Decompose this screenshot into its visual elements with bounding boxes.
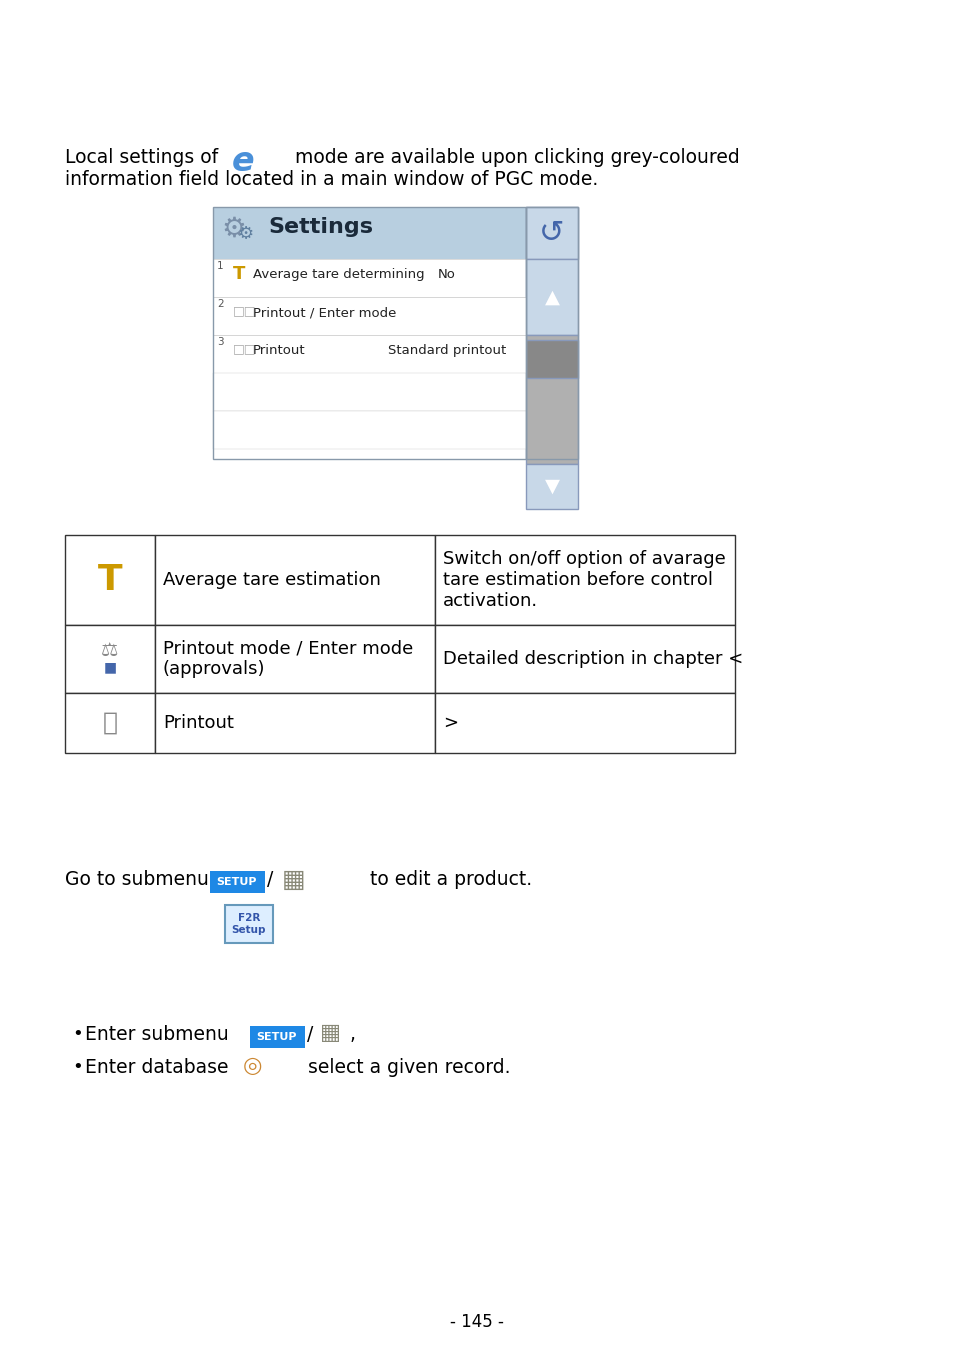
Text: Standard printout: Standard printout bbox=[388, 344, 506, 356]
Bar bbox=[525, 340, 578, 378]
Bar bbox=[225, 904, 273, 944]
Text: Printout: Printout bbox=[253, 344, 305, 356]
Text: Enter submenu: Enter submenu bbox=[85, 1025, 229, 1044]
Bar bbox=[213, 207, 525, 459]
Text: ↺: ↺ bbox=[538, 219, 564, 247]
Bar bbox=[435, 693, 734, 753]
Text: ◎: ◎ bbox=[243, 1056, 262, 1076]
Text: SETUP: SETUP bbox=[256, 1031, 297, 1042]
Text: 3: 3 bbox=[216, 338, 223, 347]
Bar bbox=[525, 207, 578, 259]
Text: to edit a product.: to edit a product. bbox=[370, 869, 532, 890]
Bar bbox=[213, 259, 525, 297]
Bar bbox=[525, 207, 578, 459]
Text: Enter database: Enter database bbox=[85, 1058, 229, 1077]
Text: /: / bbox=[267, 869, 274, 890]
Text: 2: 2 bbox=[216, 298, 223, 309]
Bar bbox=[525, 259, 578, 335]
Text: ▦: ▦ bbox=[282, 868, 305, 892]
Text: - 145 -: - 145 - bbox=[450, 1314, 503, 1331]
Text: •: • bbox=[71, 1025, 83, 1044]
Text: ⚖: ⚖ bbox=[101, 641, 118, 660]
Text: SETUP: SETUP bbox=[216, 878, 257, 887]
Text: mode are available upon clicking grey-coloured: mode are available upon clicking grey-co… bbox=[294, 148, 739, 167]
Text: Printout: Printout bbox=[163, 714, 233, 732]
Text: Go to submenu: Go to submenu bbox=[65, 869, 209, 890]
Text: Printout mode / Enter mode
(approvals): Printout mode / Enter mode (approvals) bbox=[163, 640, 413, 679]
Text: Printout / Enter mode: Printout / Enter mode bbox=[253, 306, 395, 319]
Text: Local settings of: Local settings of bbox=[65, 148, 218, 167]
Bar bbox=[213, 335, 525, 373]
Bar bbox=[213, 207, 525, 259]
Text: T: T bbox=[97, 563, 122, 597]
Text: •: • bbox=[71, 1058, 83, 1076]
Bar bbox=[213, 373, 525, 410]
Text: ■: ■ bbox=[103, 660, 116, 674]
Bar bbox=[435, 535, 734, 625]
Bar bbox=[435, 625, 734, 693]
Text: ▦: ▦ bbox=[319, 1023, 340, 1044]
Text: F2R
Setup: F2R Setup bbox=[232, 913, 266, 934]
Text: □□: □□ bbox=[233, 304, 256, 317]
Text: No: No bbox=[437, 269, 456, 281]
Text: ⚙: ⚙ bbox=[236, 225, 253, 243]
Text: ▼: ▼ bbox=[544, 477, 558, 495]
Text: ⚙: ⚙ bbox=[221, 215, 246, 243]
Bar bbox=[154, 693, 435, 753]
Text: /: / bbox=[307, 1025, 313, 1044]
Text: Detailed description in chapter <: Detailed description in chapter < bbox=[442, 649, 742, 668]
Text: ⎙: ⎙ bbox=[102, 711, 117, 734]
Text: Average tare estimation: Average tare estimation bbox=[163, 571, 380, 589]
Text: Settings: Settings bbox=[268, 217, 373, 238]
Text: select a given record.: select a given record. bbox=[308, 1058, 510, 1077]
Text: ▲: ▲ bbox=[544, 288, 558, 306]
Text: Switch on/off option of avarage
tare estimation before control
activation.: Switch on/off option of avarage tare est… bbox=[442, 551, 725, 610]
Text: e: e bbox=[232, 144, 254, 178]
Bar bbox=[154, 535, 435, 625]
Text: T: T bbox=[233, 265, 245, 284]
Text: information field located in a main window of PGC mode.: information field located in a main wind… bbox=[65, 170, 598, 189]
Text: Average tare determining: Average tare determining bbox=[253, 269, 424, 281]
Bar bbox=[525, 207, 578, 259]
Bar bbox=[250, 1026, 305, 1048]
Bar bbox=[213, 297, 525, 335]
Bar bbox=[210, 871, 265, 892]
Bar bbox=[65, 693, 154, 753]
Bar bbox=[65, 625, 154, 693]
Text: 1: 1 bbox=[216, 261, 223, 271]
Bar bbox=[213, 410, 525, 450]
Bar bbox=[154, 625, 435, 693]
Text: □□: □□ bbox=[233, 342, 256, 355]
Text: ,: , bbox=[350, 1025, 355, 1044]
Bar bbox=[525, 464, 578, 509]
Bar bbox=[65, 535, 154, 625]
Bar bbox=[525, 335, 578, 464]
Text: >: > bbox=[442, 714, 457, 732]
